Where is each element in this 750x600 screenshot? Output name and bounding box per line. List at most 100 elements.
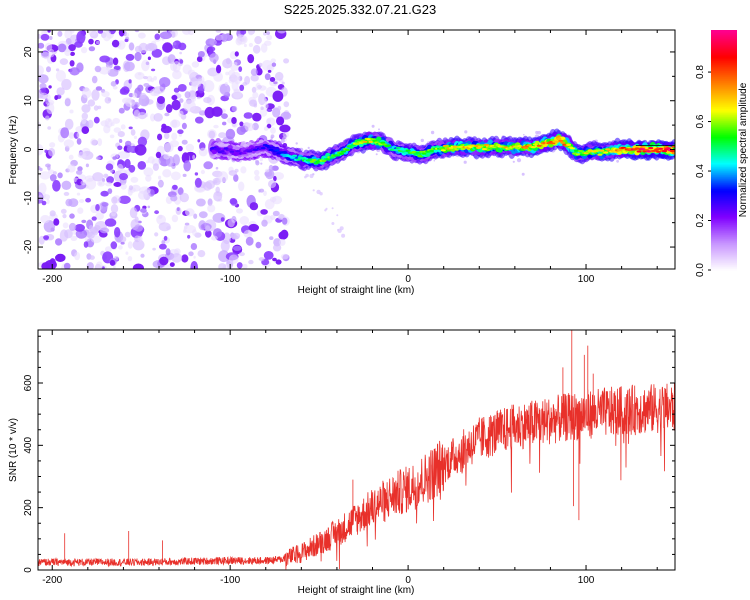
noise-speckle bbox=[280, 229, 289, 240]
noise-speckle bbox=[138, 190, 148, 200]
colorbar-cell bbox=[711, 214, 737, 217]
noise-speckle bbox=[122, 97, 133, 104]
noise-speckle bbox=[128, 126, 133, 130]
noise-speckle bbox=[280, 111, 292, 120]
noise-speckle bbox=[260, 209, 268, 215]
noise-speckle bbox=[88, 46, 96, 52]
ridge-cell bbox=[386, 144, 391, 147]
noise-speckle bbox=[239, 84, 245, 92]
noise-speckle bbox=[171, 99, 181, 111]
noise-speckle bbox=[248, 42, 253, 48]
noise-speckle bbox=[281, 81, 285, 85]
noise-speckle bbox=[87, 99, 96, 107]
noise-speckle bbox=[95, 156, 101, 160]
ridge-cell bbox=[421, 152, 427, 155]
colorbar-cell bbox=[711, 186, 737, 189]
noise-speckle bbox=[211, 106, 223, 117]
colorbar-cell bbox=[711, 198, 737, 201]
noise-speckle bbox=[337, 228, 342, 233]
noise-speckle bbox=[171, 132, 178, 141]
colorbar-cell bbox=[711, 166, 737, 169]
ridge-cell bbox=[268, 148, 274, 151]
noise-speckle bbox=[248, 259, 254, 265]
noise-speckle bbox=[69, 213, 75, 219]
noise-speckle bbox=[129, 207, 138, 219]
noise-speckle bbox=[275, 259, 282, 265]
colorbar-cell bbox=[711, 236, 737, 239]
noise-speckle bbox=[193, 255, 196, 259]
noise-speckle bbox=[203, 80, 215, 93]
noise-speckle bbox=[234, 168, 239, 173]
noise-speckle bbox=[110, 81, 117, 87]
noise-speckle bbox=[276, 116, 285, 126]
noise-speckle bbox=[213, 72, 224, 82]
noise-speckle bbox=[45, 115, 50, 121]
ridge-cell bbox=[221, 152, 227, 155]
ridge-cell bbox=[579, 153, 585, 156]
colorbar-cell bbox=[711, 70, 737, 73]
noise-speckle bbox=[128, 185, 133, 191]
noise-speckle bbox=[305, 173, 309, 178]
ridge-cell bbox=[513, 145, 519, 148]
noise-speckle bbox=[109, 259, 116, 266]
noise-speckle bbox=[104, 218, 117, 227]
colorbar-cell bbox=[711, 240, 737, 243]
noise-speckle bbox=[259, 188, 265, 193]
noise-speckle bbox=[41, 200, 47, 206]
colorbar-cell bbox=[711, 126, 737, 129]
noise-speckle bbox=[113, 182, 122, 187]
noise-speckle bbox=[138, 32, 146, 39]
noise-speckle bbox=[93, 225, 101, 231]
noise-speckle bbox=[137, 84, 144, 92]
noise-speckle bbox=[222, 58, 233, 69]
ridge-cell bbox=[438, 147, 444, 150]
noise-speckle bbox=[255, 82, 261, 91]
noise-speckle bbox=[183, 160, 191, 172]
noise-speckle bbox=[158, 175, 162, 180]
noise-speckle bbox=[147, 56, 151, 61]
noise-speckle bbox=[110, 204, 119, 214]
noise-speckle bbox=[38, 74, 49, 84]
colorbar-cell bbox=[711, 32, 737, 35]
noise-speckle bbox=[260, 106, 264, 110]
noise-speckle bbox=[229, 198, 238, 205]
noise-speckle bbox=[106, 66, 111, 71]
y-tick-label: 10 bbox=[23, 95, 34, 107]
noise-speckle bbox=[93, 105, 99, 111]
noise-speckle bbox=[178, 42, 187, 51]
ridge-cell bbox=[417, 155, 423, 158]
colorbar-cell bbox=[711, 106, 737, 109]
noise-speckle bbox=[85, 229, 93, 238]
noise-speckle bbox=[219, 83, 231, 96]
noise-speckle bbox=[375, 153, 378, 156]
colorbar-cell bbox=[711, 162, 737, 165]
ridge-cell bbox=[215, 148, 221, 151]
noise-speckle bbox=[41, 88, 47, 94]
colorbar-cell bbox=[711, 160, 737, 163]
noise-speckle bbox=[240, 166, 247, 174]
noise-speckle bbox=[39, 92, 49, 100]
noise-speckle bbox=[124, 231, 131, 238]
noise-speckle bbox=[264, 168, 270, 173]
ridge-cell bbox=[366, 138, 372, 141]
y-tick-label: 200 bbox=[23, 499, 34, 516]
colorbar-cell bbox=[711, 242, 737, 245]
snr-y-axis: 0 200 400 600 bbox=[23, 335, 675, 573]
noise-speckle bbox=[274, 71, 284, 81]
ridge-cell bbox=[235, 150, 241, 153]
noise-speckle bbox=[38, 182, 47, 194]
noise-speckle bbox=[64, 48, 71, 57]
ridge-cell bbox=[292, 154, 298, 157]
ridge-cell bbox=[523, 146, 528, 149]
noise-speckle bbox=[181, 122, 187, 130]
noise-speckle bbox=[268, 179, 277, 189]
noise-speckle bbox=[324, 209, 327, 212]
noise-speckle bbox=[270, 136, 274, 140]
noise-speckle bbox=[254, 36, 262, 45]
ridge-cell bbox=[219, 150, 225, 153]
colorbar-cell bbox=[711, 96, 737, 99]
noise-speckle bbox=[521, 172, 525, 176]
colorbar-cell bbox=[711, 72, 737, 75]
noise-speckle bbox=[198, 147, 208, 157]
noise-speckle bbox=[101, 202, 109, 207]
